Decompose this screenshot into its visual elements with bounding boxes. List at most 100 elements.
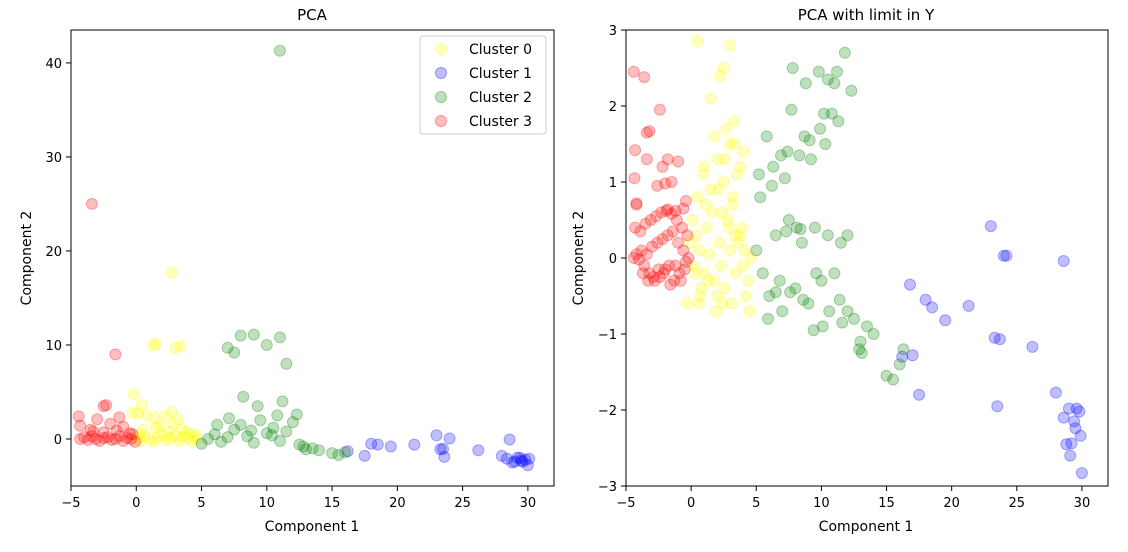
point-cluster-1 — [926, 301, 939, 314]
point-cluster-1 — [913, 388, 926, 401]
point-cluster-3 — [113, 430, 126, 443]
point-cluster-2 — [793, 149, 806, 162]
point-cluster-0 — [713, 69, 726, 82]
point-cluster-3 — [84, 423, 97, 436]
point-cluster-2 — [836, 316, 849, 329]
point-cluster-2 — [286, 416, 299, 429]
point-cluster-2 — [267, 421, 280, 434]
point-cluster-3 — [638, 71, 651, 84]
point-cluster-2 — [785, 103, 798, 116]
point-cluster-1 — [906, 349, 919, 362]
point-cluster-0 — [711, 290, 724, 302]
point-cluster-3 — [85, 430, 98, 443]
point-cluster-3 — [672, 236, 685, 249]
point-cluster-3 — [105, 433, 118, 446]
x-tick-label: 20 — [389, 496, 406, 511]
point-cluster-0 — [695, 282, 708, 295]
point-cluster-0 — [138, 430, 151, 443]
ticks-pca: −5 0 5 10 15 20 25 30 0 10 20 30 40 — [45, 57, 536, 511]
point-cluster-0 — [745, 252, 758, 264]
point-cluster-0 — [182, 432, 195, 444]
point-cluster-0 — [726, 198, 739, 211]
plot-area-pca — [72, 44, 536, 472]
point-cluster-2 — [832, 115, 845, 128]
point-cluster-1 — [371, 438, 384, 451]
point-cluster-3 — [647, 271, 660, 283]
point-cluster-2 — [767, 160, 780, 173]
point-cluster-2 — [211, 418, 224, 431]
point-cluster-2 — [754, 191, 767, 204]
point-cluster-2 — [760, 130, 773, 143]
point-cluster-2 — [794, 223, 807, 236]
point-cluster-3 — [113, 411, 126, 424]
point-cluster-0 — [694, 290, 707, 302]
legend-label-cluster-0: Cluster 0 — [469, 42, 532, 58]
point-cluster-3 — [627, 252, 640, 264]
point-cluster-3 — [74, 419, 87, 432]
point-cluster-0 — [186, 435, 199, 448]
point-cluster-0 — [135, 399, 148, 412]
point-cluster-2 — [821, 229, 834, 242]
point-cluster-2 — [781, 145, 794, 158]
point-cluster-3 — [678, 263, 691, 276]
point-cluster-2 — [247, 436, 260, 449]
point-cluster-3 — [93, 434, 106, 447]
x-tick-label: 10 — [259, 496, 276, 511]
point-cluster-3 — [656, 160, 669, 173]
point-cluster-3 — [650, 210, 662, 223]
point-cluster-3 — [653, 103, 666, 116]
point-cluster-0 — [173, 434, 186, 447]
y-tick-label: −2 — [598, 404, 617, 419]
point-cluster-2 — [221, 431, 234, 444]
point-cluster-2 — [280, 357, 293, 370]
x-tick-label: 25 — [1009, 496, 1026, 511]
point-cluster-0 — [164, 432, 177, 444]
point-cluster-1 — [1073, 405, 1086, 418]
point-cluster-0 — [721, 214, 734, 226]
legend-label-cluster-2: Cluster 2 — [469, 90, 532, 106]
point-cluster-0 — [689, 267, 701, 280]
point-cluster-2 — [841, 305, 854, 318]
point-cluster-2 — [814, 122, 827, 135]
point-cluster-3 — [665, 207, 678, 220]
point-cluster-2 — [221, 341, 234, 354]
point-cluster-0 — [159, 410, 171, 423]
point-cluster-2 — [880, 369, 893, 382]
point-cluster-0 — [728, 115, 741, 128]
legend-pca: Cluster 0 Cluster 1 Cluster 2 Cluster 3 — [419, 35, 547, 135]
point-cluster-1 — [1070, 402, 1083, 415]
point-cluster-1 — [991, 400, 1004, 413]
point-cluster-0 — [153, 419, 166, 432]
point-cluster-3 — [676, 221, 688, 234]
point-cluster-1 — [341, 445, 354, 458]
point-cluster-1 — [1068, 415, 1081, 428]
point-cluster-3 — [627, 65, 640, 78]
point-cluster-2 — [803, 134, 816, 147]
point-cluster-0 — [160, 433, 173, 446]
point-cluster-3 — [644, 214, 657, 226]
point-cluster-0 — [709, 305, 722, 318]
x-tick-label: 0 — [687, 496, 695, 511]
legend-label-cluster-3: Cluster 3 — [469, 114, 532, 130]
point-cluster-2 — [805, 153, 817, 166]
point-cluster-0 — [698, 160, 711, 173]
point-cluster-3 — [78, 431, 91, 444]
y-tick-label: 30 — [45, 151, 62, 166]
point-cluster-1 — [988, 331, 1001, 344]
point-cluster-3 — [82, 433, 94, 446]
point-cluster-0 — [691, 35, 704, 48]
legend-marker-cluster-3 — [435, 115, 447, 127]
point-cluster-3 — [663, 259, 675, 272]
point-cluster-0 — [702, 274, 715, 287]
y-tick-label: −3 — [598, 480, 617, 495]
point-cluster-0 — [699, 198, 712, 211]
point-cluster-0 — [172, 413, 184, 426]
point-cluster-2 — [208, 428, 221, 441]
point-cluster-1 — [919, 293, 932, 306]
chart-title-pca: PCA — [297, 6, 328, 24]
point-cluster-2 — [280, 425, 293, 438]
point-cluster-0 — [190, 429, 203, 442]
point-cluster-1 — [503, 433, 516, 446]
